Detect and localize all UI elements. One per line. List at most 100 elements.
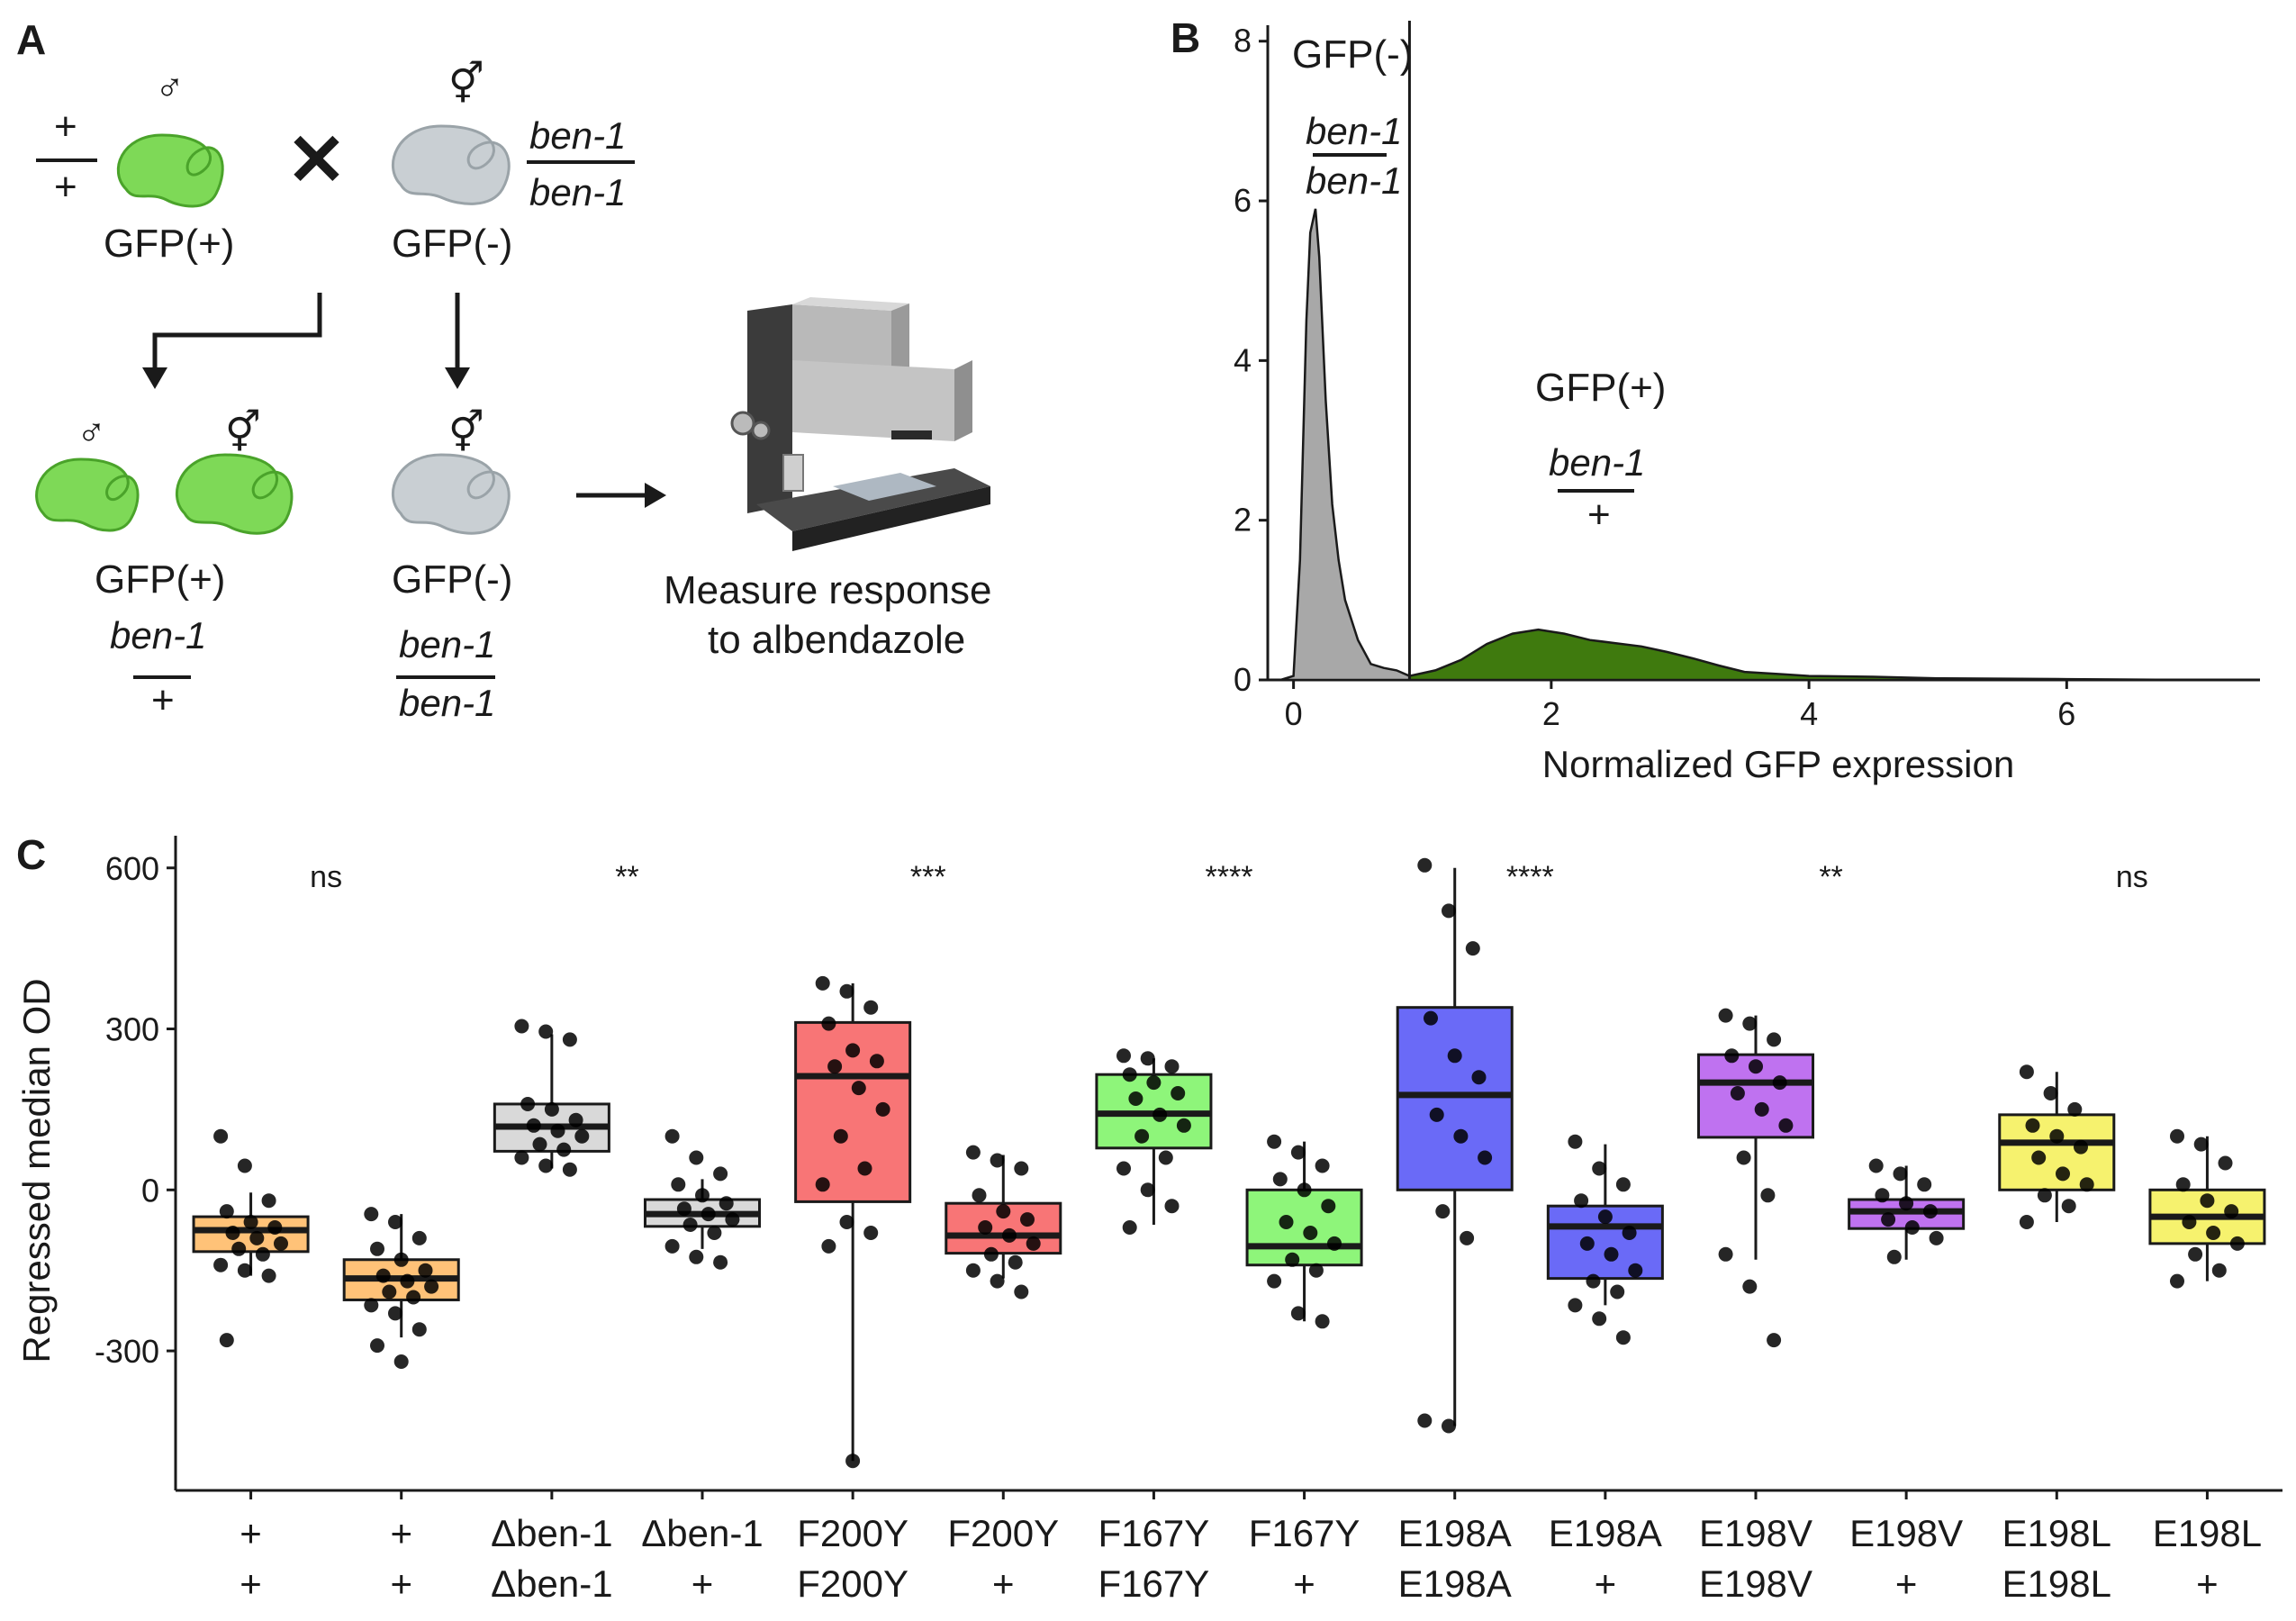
ben1-hom-bottom: ben-1 bbox=[399, 682, 495, 724]
data-point bbox=[1128, 1091, 1143, 1106]
data-point bbox=[393, 1252, 409, 1267]
x-tick-label: 2 bbox=[1542, 695, 1560, 732]
panel-a: A + + ♂ GFP(+) ✕ ⚥ GFP(-) ben-1 ben-1 ♂ … bbox=[16, 16, 991, 724]
box bbox=[1396, 1006, 1514, 1191]
data-point bbox=[1881, 1212, 1896, 1227]
category-label-bottom: + bbox=[1595, 1562, 1617, 1605]
cross-icon: ✕ bbox=[286, 120, 347, 200]
data-point bbox=[1171, 1086, 1186, 1100]
data-point bbox=[1442, 1418, 1456, 1434]
ben1-annotation-bottom: ben-1 bbox=[1306, 159, 1402, 202]
data-point bbox=[213, 1128, 229, 1144]
data-point bbox=[1875, 1188, 1890, 1203]
data-point bbox=[556, 1142, 572, 1157]
data-point bbox=[1122, 1067, 1137, 1082]
data-point bbox=[1628, 1263, 1643, 1278]
ben1-het-bottom: + bbox=[151, 678, 175, 722]
wt-genotype-top: + bbox=[54, 104, 77, 149]
arrow-head-icon bbox=[445, 367, 470, 389]
data-point bbox=[255, 1246, 270, 1262]
data-point bbox=[1290, 1306, 1306, 1321]
data-point bbox=[2031, 1150, 2047, 1165]
data-point bbox=[2037, 1188, 2052, 1203]
data-point bbox=[418, 1263, 433, 1278]
data-point bbox=[972, 1188, 987, 1203]
boxplot-axes: 600 300 0 -300 bbox=[95, 836, 2282, 1492]
data-point bbox=[424, 1279, 439, 1294]
category-label-bottom: F200Y bbox=[797, 1562, 908, 1605]
category-label-top: F167Y bbox=[1249, 1512, 1360, 1554]
gfp-pos-label-bottom: GFP(+) bbox=[95, 557, 225, 602]
ben1-top-genotype: ben-1 bbox=[529, 114, 626, 157]
data-point bbox=[2074, 1139, 2088, 1155]
data-point bbox=[978, 1220, 993, 1235]
data-point bbox=[1164, 1059, 1180, 1074]
gfp-neg-density-area bbox=[1279, 208, 1411, 682]
data-point bbox=[875, 1101, 890, 1117]
data-point bbox=[1568, 1134, 1583, 1149]
data-point bbox=[2206, 1226, 2221, 1240]
data-point bbox=[1442, 903, 1456, 919]
data-point bbox=[1424, 1010, 1438, 1026]
data-point bbox=[1153, 1107, 1168, 1122]
data-point bbox=[1579, 1236, 1595, 1251]
y-tick-label: 6 bbox=[1234, 182, 1252, 219]
data-point bbox=[1122, 1220, 1137, 1235]
category-label-top: E198L bbox=[2153, 1512, 2262, 1554]
data-point bbox=[1778, 1118, 1794, 1133]
data-point bbox=[1026, 1236, 1041, 1251]
data-point bbox=[815, 975, 830, 991]
data-point bbox=[1574, 1193, 1589, 1209]
gfp-neg-herm-worm-icon bbox=[392, 124, 511, 205]
data-point bbox=[375, 1268, 391, 1283]
category-label-bottom: + bbox=[692, 1562, 714, 1605]
data-point bbox=[1020, 1212, 1035, 1227]
data-point bbox=[1297, 1182, 1312, 1198]
data-point bbox=[237, 1158, 252, 1173]
data-point bbox=[839, 983, 854, 999]
data-point bbox=[2193, 1137, 2209, 1152]
x-tick-label: 4 bbox=[1800, 695, 1818, 732]
biosorter-instrument-icon bbox=[730, 297, 990, 551]
data-point bbox=[1604, 1246, 1619, 1262]
category-label-bottom: F167Y bbox=[1098, 1562, 1210, 1605]
data-point bbox=[1742, 1016, 1758, 1031]
data-point bbox=[2061, 1199, 2076, 1214]
data-point bbox=[1730, 1086, 1745, 1100]
data-point bbox=[2067, 1101, 2083, 1117]
data-point bbox=[526, 1118, 541, 1133]
data-point bbox=[1417, 857, 1433, 873]
data-point bbox=[1886, 1249, 1902, 1264]
y-tick-label: 0 bbox=[141, 1172, 159, 1209]
data-point bbox=[231, 1241, 247, 1256]
data-point bbox=[1767, 1032, 1782, 1047]
data-point bbox=[1724, 1048, 1740, 1064]
data-point bbox=[1008, 1254, 1023, 1270]
ben1-het-top: ben-1 bbox=[110, 614, 206, 657]
data-point bbox=[274, 1236, 288, 1251]
ben1-annotation-top: ben-1 bbox=[1306, 110, 1402, 152]
panel-c-letter: C bbox=[16, 831, 46, 878]
data-point bbox=[213, 1257, 229, 1272]
data-point bbox=[2170, 1128, 2184, 1144]
data-point bbox=[2170, 1273, 2184, 1289]
data-point bbox=[863, 1226, 879, 1240]
data-point bbox=[2043, 1086, 2058, 1100]
data-point bbox=[1736, 1150, 1751, 1165]
data-point bbox=[1014, 1161, 1029, 1176]
data-point bbox=[2182, 1215, 2197, 1229]
category-label-bottom: + bbox=[2196, 1562, 2219, 1605]
data-point bbox=[676, 1201, 692, 1217]
ben1-pos-annotation-bottom: + bbox=[1587, 493, 1611, 537]
category-label-top: E198V bbox=[1849, 1512, 1963, 1554]
data-point bbox=[2211, 1263, 2227, 1278]
gfp-neg-label-bottom: GFP(-) bbox=[392, 557, 512, 602]
data-point bbox=[1453, 1128, 1469, 1144]
data-point bbox=[393, 1354, 409, 1369]
data-point bbox=[550, 1123, 565, 1138]
data-point bbox=[1460, 1230, 1475, 1245]
category-label-top: + bbox=[390, 1512, 412, 1554]
data-point bbox=[1718, 1246, 1733, 1262]
data-point bbox=[568, 1112, 583, 1127]
data-point bbox=[2229, 1236, 2245, 1251]
